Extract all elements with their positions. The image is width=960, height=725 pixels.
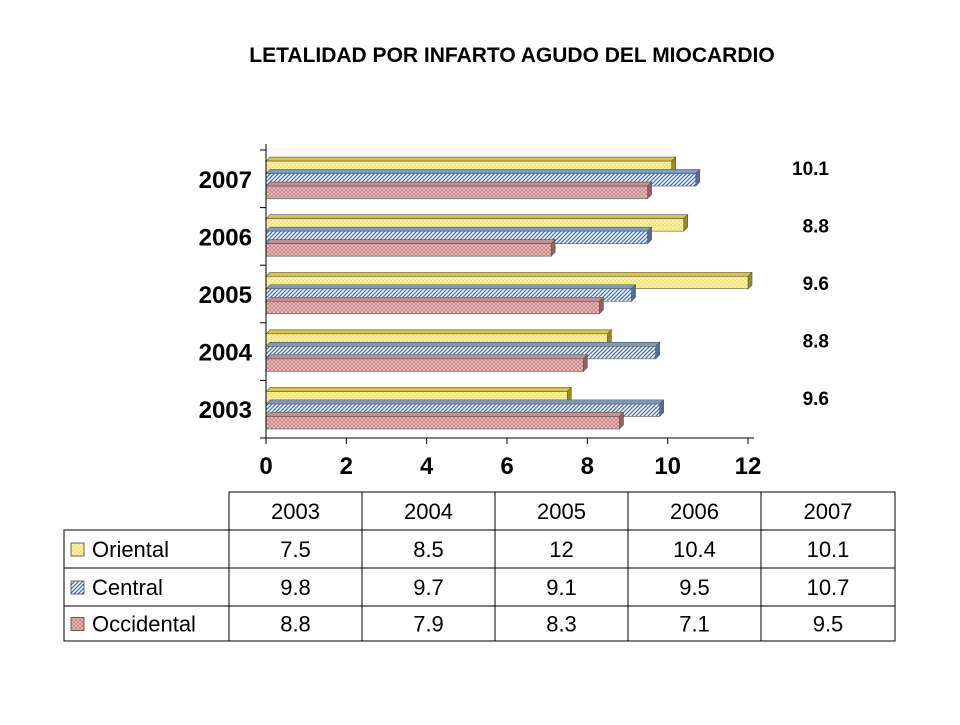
annotation-2006: 8.8 — [803, 216, 829, 237]
table-header-2005: 2005 — [537, 499, 586, 524]
legend-label-occidental: Occidental — [92, 612, 196, 637]
table-cell-occidental-2004: 7.9 — [413, 612, 444, 637]
annotation-2003: 9.6 — [803, 389, 829, 410]
legend-label-central: Central — [92, 575, 163, 600]
table-header-2003: 2003 — [271, 499, 320, 524]
legend-swatch-occidental — [70, 617, 85, 631]
bar-occidental-2003 — [265, 411, 625, 430]
x-tick-label-4: 4 — [420, 453, 434, 480]
table-cell-oriental-2004: 8.5 — [413, 537, 444, 562]
table-header-2007: 2007 — [804, 499, 853, 524]
table-cell-oriental-2005: 12 — [549, 537, 573, 562]
x-tick-label-6: 6 — [500, 453, 513, 480]
legend-swatch-central — [70, 580, 85, 595]
y-tick-label-2007: 2007 — [199, 167, 252, 194]
table-cell-occidental-2006: 7.1 — [679, 612, 710, 637]
x-tick-label-12: 12 — [735, 453, 762, 480]
table-cell-occidental-2003: 8.8 — [280, 612, 311, 637]
table-header-2006: 2006 — [670, 499, 719, 524]
table-cell-occidental-2007: 9.5 — [813, 612, 844, 637]
x-tick-label-0: 0 — [259, 453, 272, 480]
x-tick-label-8: 8 — [581, 453, 594, 480]
chart-title: LETALIDAD POR INFARTO AGUDO DEL MIOCARDI… — [249, 44, 774, 67]
table-cell-occidental-2005: 8.3 — [546, 612, 577, 637]
table-cell-central-2003: 9.8 — [280, 575, 311, 600]
y-tick-label-2005: 2005 — [199, 282, 252, 309]
y-tick-label-2006: 2006 — [199, 224, 252, 251]
annotation-2007: 10.1 — [792, 159, 829, 180]
table-cell-oriental-2003: 7.5 — [280, 537, 311, 562]
bar-occidental-2004 — [265, 354, 589, 373]
table-cell-oriental-2006: 10.4 — [673, 537, 716, 562]
table-cell-central-2004: 9.7 — [413, 575, 444, 600]
table-cell-central-2007: 10.7 — [807, 575, 850, 600]
y-tick-label-2003: 2003 — [199, 397, 252, 424]
table-cell-central-2006: 9.5 — [679, 575, 710, 600]
bar-occidental-2005 — [265, 296, 605, 315]
bar-occidental-2007 — [265, 181, 653, 200]
legend-label-oriental: Oriental — [92, 537, 169, 562]
bar-occidental-2006 — [265, 238, 556, 257]
legend-swatch-oriental — [70, 542, 85, 557]
y-tick-label-2004: 2004 — [199, 340, 253, 367]
x-tick-label-10: 10 — [654, 453, 681, 480]
table-header-2004: 2004 — [404, 499, 453, 524]
x-tick-label-2: 2 — [340, 453, 353, 480]
table-cell-central-2005: 9.1 — [546, 575, 577, 600]
annotation-2005: 9.6 — [803, 274, 829, 295]
table-cell-oriental-2007: 10.1 — [807, 537, 850, 562]
data-table: 2003 2004 2005 2006 2007 Oriental 7.5 8.5 12 10.4… — [63, 491, 896, 642]
annotation-2004: 8.8 — [803, 332, 829, 353]
